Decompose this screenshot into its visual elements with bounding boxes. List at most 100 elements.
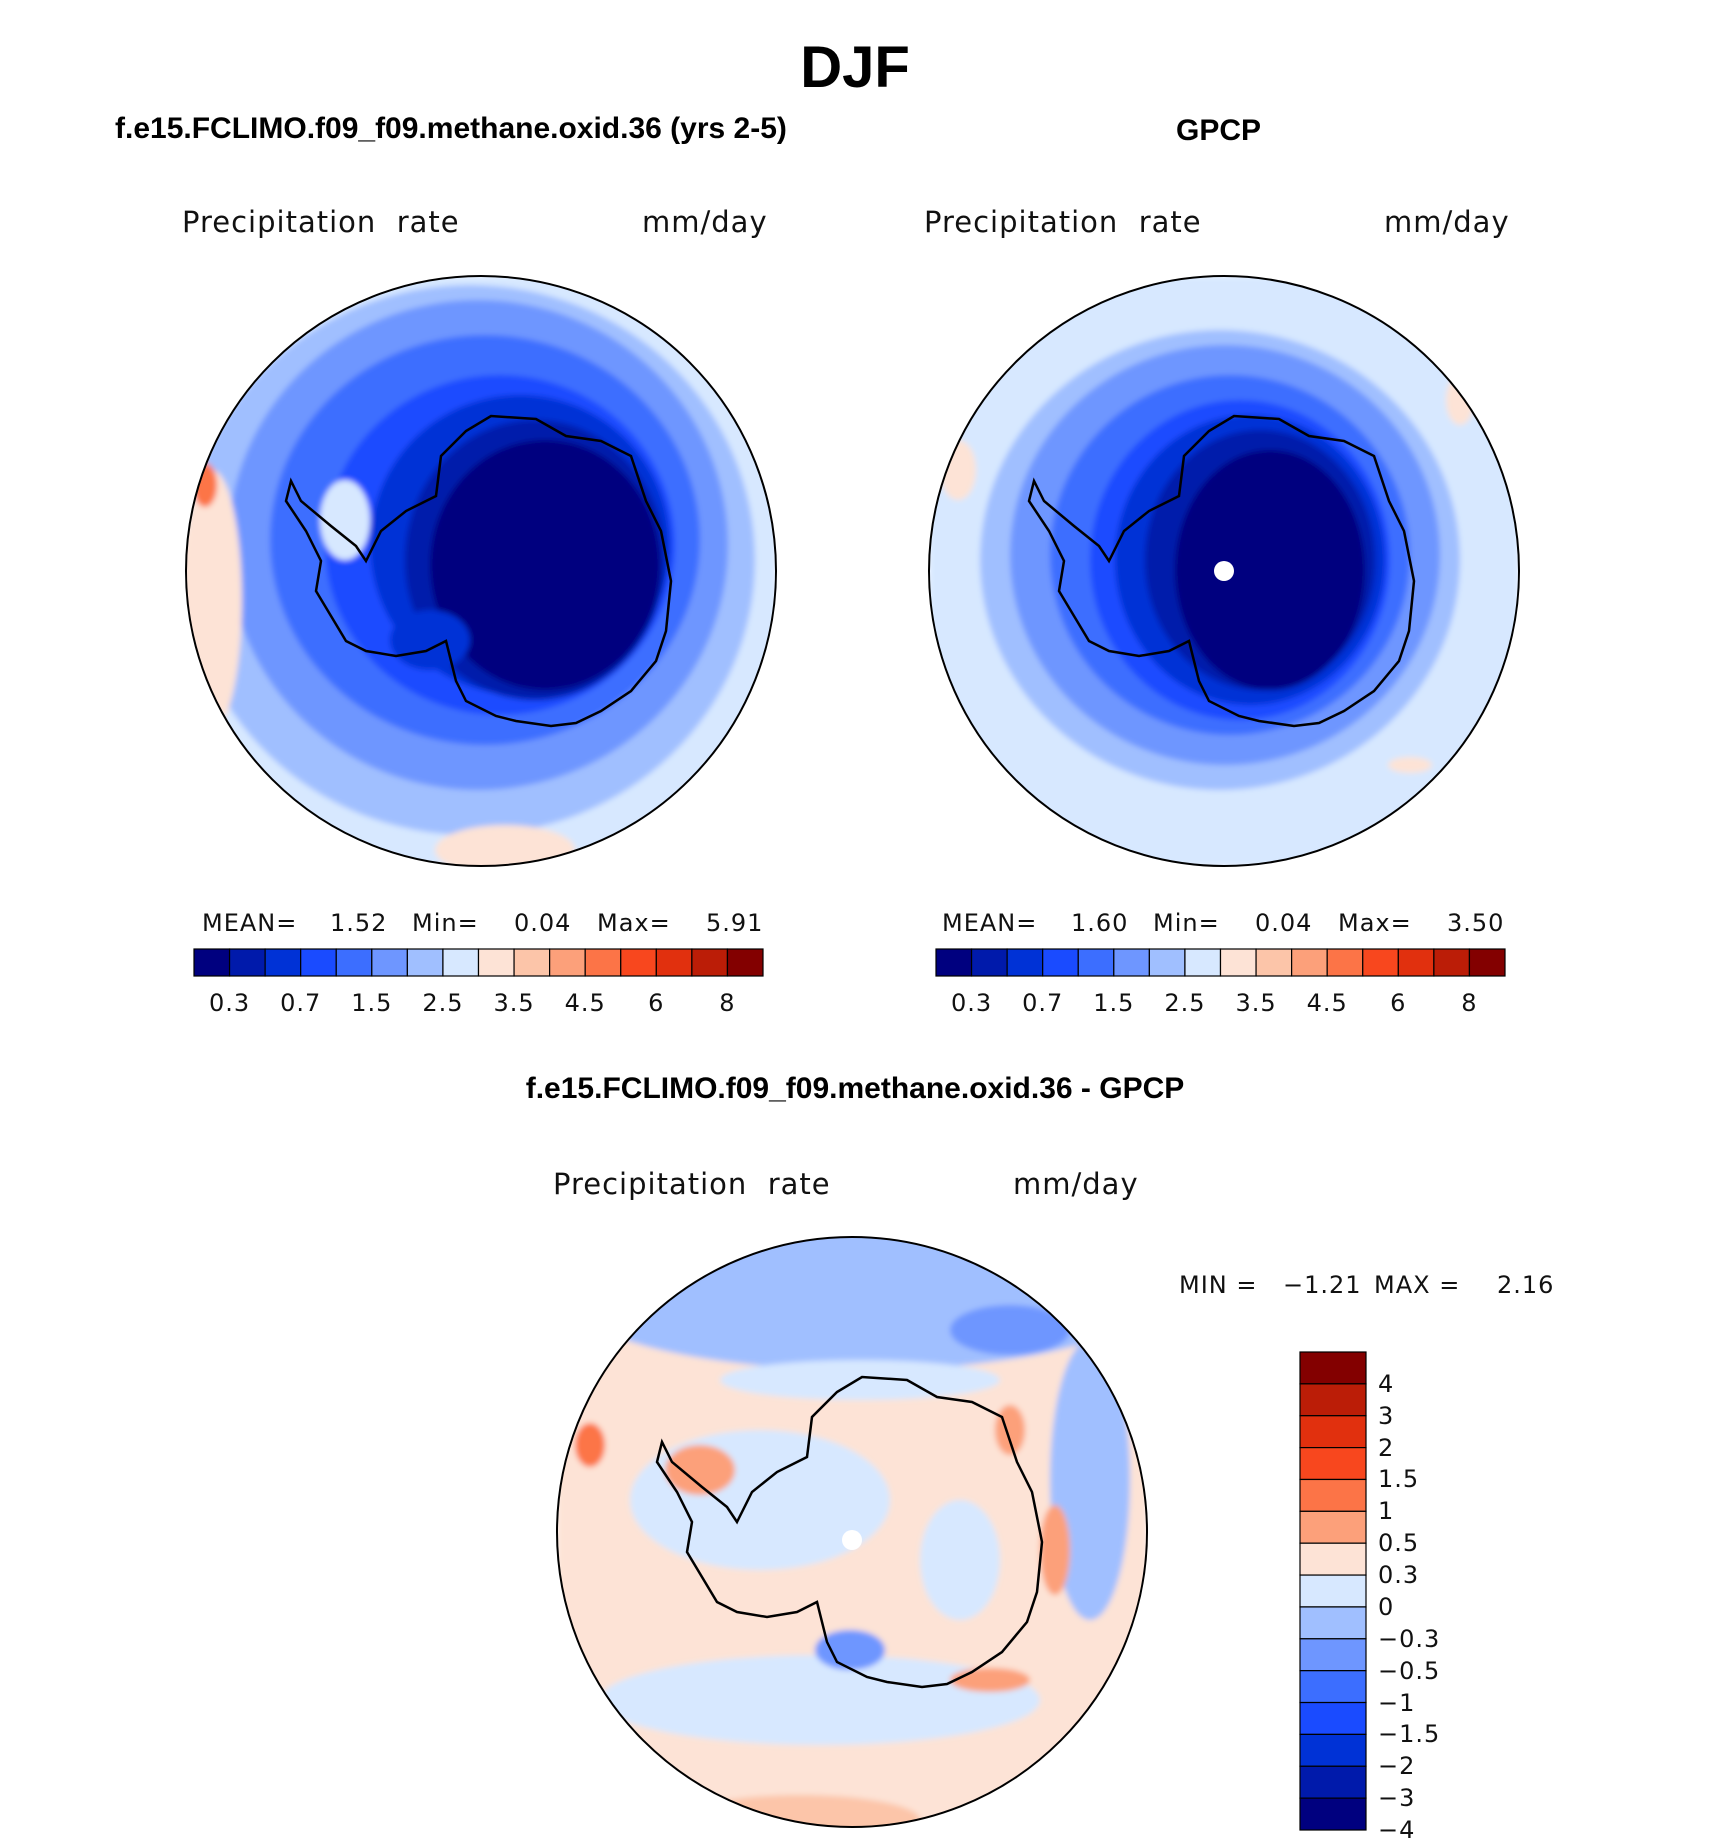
obs-tick-label: 1.5 (1093, 989, 1135, 1017)
diff-tick-label: −0.3 (1378, 1624, 1441, 1653)
obs-antarctica-coastline (1027, 414, 1416, 728)
diff-colorbar-box-0 (1299, 1351, 1367, 1385)
obs-colorbar-box-3 (1042, 948, 1079, 977)
diff-variable-label: Precipitation rate (553, 1167, 831, 1201)
diff-tick-label: −4 (1378, 1816, 1416, 1844)
model-mean-value: 1.52 (330, 909, 388, 937)
obs-map (928, 275, 1520, 867)
diff-units-label: mm/day (1013, 1167, 1139, 1201)
obs-tick-label: 2.5 (1164, 989, 1206, 1017)
obs-tick-label: 4.5 (1306, 989, 1348, 1017)
model-colorbar-box-3 (300, 948, 337, 977)
model-colorbar (193, 948, 764, 977)
model-colorbar-box-15 (726, 948, 764, 977)
obs-mean-value: 1.60 (1071, 909, 1129, 937)
diff-max-label: MAX = (1374, 1271, 1461, 1299)
obs-max-label: Max= (1338, 909, 1412, 937)
model-variable-label: Precipitation rate (182, 205, 460, 239)
model-colorbar-box-13 (655, 948, 693, 977)
model-colorbar-box-0 (193, 948, 231, 977)
obs-colorbar-box-8 (1219, 948, 1257, 977)
diff-tick-label: −1 (1378, 1688, 1416, 1717)
diff-tick-label: −1.5 (1378, 1720, 1441, 1749)
model-max-value: 5.91 (706, 909, 764, 937)
obs-colorbar-box-9 (1255, 948, 1293, 977)
obs-min-label: Min= (1153, 909, 1220, 937)
obs-colorbar-box-4 (1077, 948, 1115, 977)
obs-mean-label: MEAN= (942, 909, 1038, 937)
obs-panel-title: GPCP (1176, 114, 1262, 147)
obs-pole-marker (1214, 561, 1234, 581)
diff-tick-label: 3 (1378, 1401, 1395, 1430)
obs-colorbar-box-15 (1468, 948, 1506, 977)
obs-variable-label: Precipitation rate (924, 205, 1202, 239)
diff-colorbar-box-11 (1299, 1701, 1367, 1735)
model-min-label: Min= (412, 909, 479, 937)
obs-colorbar-box-14 (1433, 948, 1471, 977)
model-panel-title: f.e15.FCLIMO.f09_f09.methane.oxid.36 (yr… (115, 112, 787, 145)
model-tick-label: 4.5 (564, 989, 606, 1017)
model-antarctica-coastline (284, 414, 673, 728)
diff-panel-title: f.e15.FCLIMO.f09_f09.methane.oxid.36 - G… (525, 1072, 1185, 1105)
model-tick-label: 2.5 (422, 989, 464, 1017)
diff-colorbar-box-4 (1299, 1478, 1367, 1512)
obs-colorbar-box-13 (1397, 948, 1435, 977)
obs-tick-label: 0.3 (950, 989, 993, 1017)
diff-colorbar (1299, 1351, 1367, 1831)
obs-units-label: mm/day (1384, 205, 1510, 239)
diff-tick-label: −2 (1378, 1752, 1416, 1781)
diff-colorbar-box-1 (1299, 1383, 1367, 1417)
obs-colorbar (935, 948, 1506, 977)
obs-tick-label: 3.5 (1235, 989, 1277, 1017)
obs-colorbar-box-11 (1326, 948, 1364, 977)
diff-tick-label: −3 (1378, 1784, 1416, 1813)
model-max-label: Max= (597, 909, 671, 937)
diff-pole-marker (842, 1530, 862, 1550)
model-colorbar-box-6 (406, 948, 444, 977)
diff-colorbar-box-6 (1299, 1542, 1367, 1576)
diff-tick-label: 1.5 (1378, 1465, 1420, 1494)
obs-max-value: 3.50 (1447, 909, 1505, 937)
diff-colorbar-box-14 (1299, 1797, 1367, 1831)
obs-min-value: 0.04 (1255, 909, 1313, 937)
diff-tick-label: 1 (1378, 1497, 1395, 1526)
diff-min-label: MIN = (1179, 1271, 1258, 1299)
diff-map (556, 1236, 1148, 1828)
obs-colorbar-box-12 (1362, 948, 1399, 977)
model-colorbar-box-12 (620, 948, 657, 977)
model-tick-label: 8 (719, 989, 736, 1017)
model-tick-label: 1.5 (351, 989, 393, 1017)
diff-colorbar-box-10 (1299, 1670, 1367, 1704)
model-tick-label: 0.7 (280, 989, 322, 1017)
obs-tick-label: 6 (1390, 989, 1407, 1017)
model-colorbar-box-4 (335, 948, 373, 977)
model-colorbar-box-11 (584, 948, 622, 977)
model-colorbar-box-2 (264, 948, 302, 977)
diff-antarctica-coastline (655, 1375, 1044, 1689)
obs-tick-label: 0.7 (1022, 989, 1064, 1017)
diff-tick-label: 0.5 (1378, 1529, 1420, 1558)
diff-colorbar-box-5 (1299, 1510, 1367, 1544)
model-mean-label: MEAN= (202, 909, 298, 937)
diff-colorbar-box-2 (1299, 1415, 1367, 1449)
model-colorbar-box-10 (549, 948, 586, 977)
diff-colorbar-box-13 (1299, 1765, 1367, 1799)
model-colorbar-box-5 (371, 948, 408, 977)
model-colorbar-box-14 (691, 948, 729, 977)
diff-tick-label: 0.3 (1378, 1561, 1420, 1590)
diff-colorbar-box-9 (1299, 1638, 1367, 1672)
diff-max-value: 2.16 (1497, 1271, 1555, 1299)
obs-colorbar-box-1 (970, 948, 1008, 977)
obs-tick-label: 8 (1461, 989, 1478, 1017)
diff-tick-label: 4 (1378, 1369, 1395, 1398)
model-units-label: mm/day (642, 205, 768, 239)
figure-title: DJF (800, 35, 910, 100)
diff-tick-label: 2 (1378, 1433, 1395, 1462)
model-colorbar-box-9 (513, 948, 551, 977)
model-colorbar-box-7 (442, 948, 480, 977)
obs-colorbar-box-5 (1113, 948, 1150, 977)
model-colorbar-box-8 (477, 948, 515, 977)
model-tick-label: 0.3 (208, 989, 251, 1017)
model-tick-label: 6 (648, 989, 665, 1017)
